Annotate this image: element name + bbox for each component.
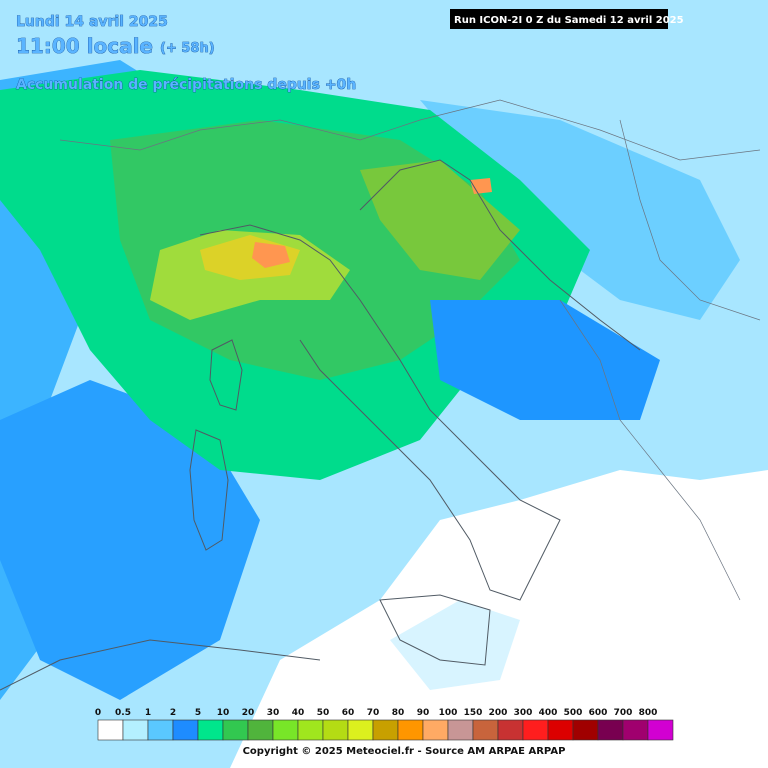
legend-swatch bbox=[322, 719, 349, 741]
precip-area bbox=[390, 600, 520, 690]
precip-area bbox=[420, 100, 740, 320]
run-label: Run ICON-2I 0 Z du Samedi 12 avril 2025 bbox=[454, 15, 684, 26]
legend-label: 60 bbox=[342, 708, 355, 718]
legend: 0 0.5 1 2 5 10 20 30 40 50 60 70 80 90 100 150 200 300 400… bbox=[95, 708, 674, 741]
legend-swatch bbox=[597, 719, 624, 741]
legend-label: 0.5 bbox=[115, 708, 131, 718]
legend-swatch bbox=[147, 719, 174, 741]
precip-area bbox=[252, 242, 290, 268]
legend-swatch bbox=[572, 719, 599, 741]
legend-label: 40 bbox=[292, 708, 305, 718]
legend-label: 300 bbox=[514, 708, 533, 718]
legend-swatch bbox=[272, 719, 299, 741]
coastline bbox=[359, 159, 641, 351]
precip-area bbox=[0, 380, 260, 700]
legend-label: 2 bbox=[170, 708, 176, 718]
time-label: 11:00 locale bbox=[16, 34, 153, 58]
copyright: Copyright © 2025 Meteociel.fr - Source A… bbox=[243, 746, 566, 757]
legend-swatch bbox=[247, 719, 274, 741]
legend-swatch bbox=[347, 719, 374, 741]
legend-label: 30 bbox=[267, 708, 280, 718]
legend-label: 80 bbox=[392, 708, 405, 718]
precip-area bbox=[430, 300, 660, 420]
legend-label: 600 bbox=[589, 708, 608, 718]
legend-swatch bbox=[372, 719, 399, 741]
legend-label: 90 bbox=[417, 708, 430, 718]
legend-label: 700 bbox=[614, 708, 633, 718]
border bbox=[619, 119, 761, 321]
legend-label: 20 bbox=[242, 708, 255, 718]
border bbox=[59, 99, 761, 161]
legend-swatch bbox=[397, 719, 424, 741]
legend-label: 10 bbox=[217, 708, 230, 718]
run-box bbox=[450, 9, 668, 29]
coastline bbox=[199, 224, 561, 601]
legend-swatch bbox=[297, 719, 324, 741]
legend-label: 200 bbox=[489, 708, 508, 718]
coastline bbox=[209, 339, 243, 411]
coastline bbox=[0, 639, 321, 691]
legend-swatch bbox=[122, 719, 149, 741]
product-label: Accumulation de précipitations depuis +0… bbox=[16, 77, 356, 93]
precip-area bbox=[360, 160, 520, 280]
legend-label: 100 bbox=[439, 708, 458, 718]
legend-label: 150 bbox=[464, 708, 483, 718]
legend-swatch bbox=[472, 719, 499, 741]
legend-label: 800 bbox=[639, 708, 658, 718]
legend-swatch bbox=[172, 719, 199, 741]
legend-swatch bbox=[422, 719, 449, 741]
legend-swatch bbox=[547, 719, 574, 741]
legend-swatch bbox=[497, 719, 524, 741]
date-label: Lundi 14 avril 2025 bbox=[16, 14, 168, 30]
legend-swatch bbox=[97, 719, 124, 741]
legend-label: 1 bbox=[145, 708, 151, 718]
legend-label: 70 bbox=[367, 708, 380, 718]
lead-label: (+ 58h) bbox=[160, 41, 215, 56]
coastline bbox=[379, 594, 491, 666]
legend-swatch bbox=[647, 719, 674, 741]
coastline bbox=[189, 429, 229, 551]
border bbox=[559, 299, 741, 601]
legend-swatch bbox=[522, 719, 549, 741]
legend-swatch bbox=[197, 719, 224, 741]
legend-swatch bbox=[622, 719, 649, 741]
legend-label: 0 bbox=[95, 708, 101, 718]
legend-label: 500 bbox=[564, 708, 583, 718]
legend-label: 5 bbox=[195, 708, 201, 718]
legend-swatch bbox=[447, 719, 474, 741]
legend-label: 400 bbox=[539, 708, 558, 718]
legend-swatch bbox=[222, 719, 249, 741]
legend-label: 50 bbox=[317, 708, 330, 718]
